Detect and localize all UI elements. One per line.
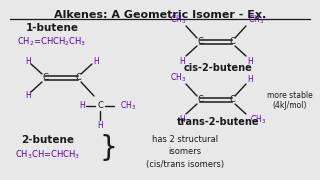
Text: isomers: isomers bbox=[168, 147, 202, 156]
Text: H: H bbox=[179, 57, 185, 66]
Text: C: C bbox=[197, 37, 203, 46]
Text: 1-butene: 1-butene bbox=[26, 23, 78, 33]
Text: H: H bbox=[93, 57, 99, 66]
Text: (4kJ/mol): (4kJ/mol) bbox=[273, 102, 307, 111]
Text: trans-2-butene: trans-2-butene bbox=[177, 117, 259, 127]
Text: H: H bbox=[25, 57, 31, 66]
Text: H: H bbox=[179, 116, 185, 125]
Text: H: H bbox=[25, 91, 31, 100]
Text: CH$_2$=CHCH$_2$CH$_3$: CH$_2$=CHCH$_2$CH$_3$ bbox=[17, 36, 87, 48]
Text: 2-butene: 2-butene bbox=[21, 135, 75, 145]
Text: (cis/trans isomers): (cis/trans isomers) bbox=[146, 159, 224, 168]
Text: CH$_3$: CH$_3$ bbox=[248, 14, 264, 26]
Text: C: C bbox=[229, 96, 235, 105]
Text: H: H bbox=[247, 57, 253, 66]
Text: has 2 structural: has 2 structural bbox=[152, 136, 218, 145]
Text: C: C bbox=[97, 102, 103, 111]
Text: CH$_3$: CH$_3$ bbox=[120, 100, 136, 112]
Text: H: H bbox=[247, 75, 253, 84]
Text: more stable: more stable bbox=[267, 91, 313, 100]
Text: H: H bbox=[79, 102, 85, 111]
Text: C: C bbox=[229, 37, 235, 46]
Text: cis-2-butene: cis-2-butene bbox=[184, 63, 252, 73]
Text: }: } bbox=[99, 134, 117, 162]
Text: C: C bbox=[42, 73, 48, 82]
Text: C: C bbox=[75, 73, 81, 82]
Text: CH$_3$CH=CHCH$_3$: CH$_3$CH=CHCH$_3$ bbox=[15, 149, 81, 161]
Text: C: C bbox=[197, 96, 203, 105]
Text: CH$_3$: CH$_3$ bbox=[170, 14, 186, 26]
Text: Alkenes: A Geometric Isomer - Ex.: Alkenes: A Geometric Isomer - Ex. bbox=[54, 10, 266, 20]
Text: CH$_3$: CH$_3$ bbox=[250, 114, 266, 126]
Text: CH$_3$: CH$_3$ bbox=[170, 72, 186, 84]
Text: H: H bbox=[97, 122, 103, 130]
